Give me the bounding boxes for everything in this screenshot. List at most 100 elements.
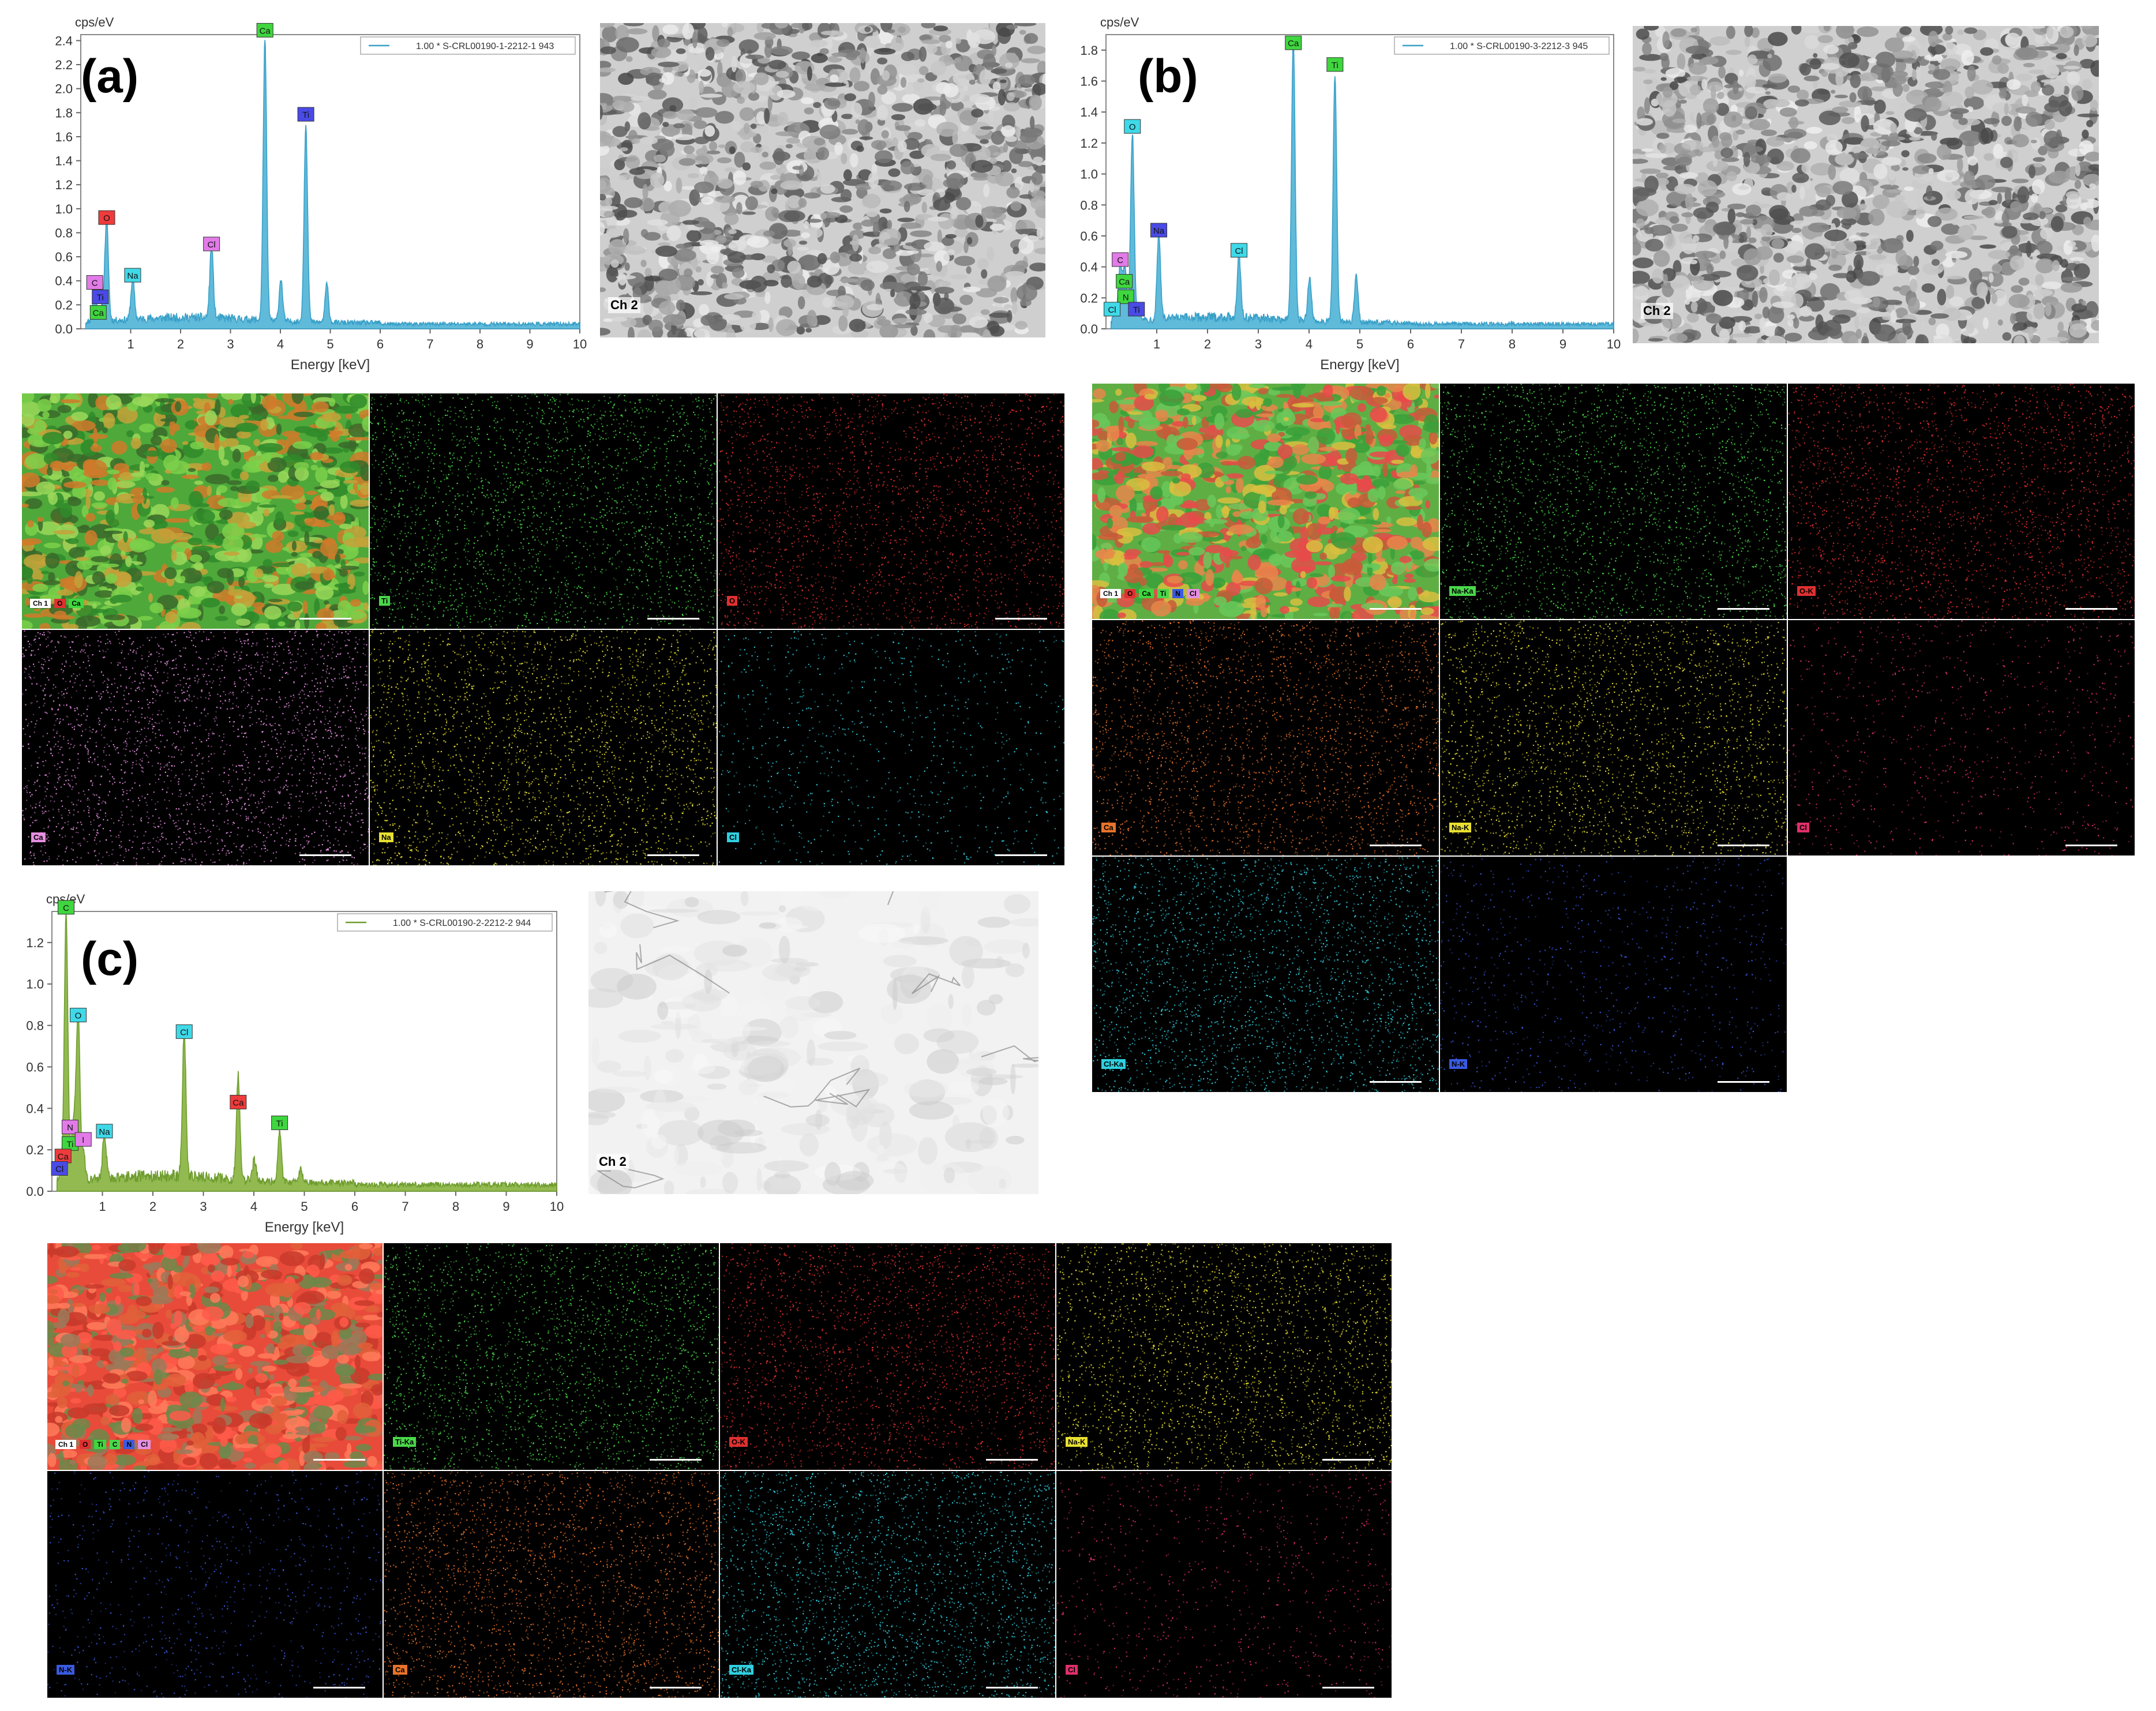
element-label: Cl xyxy=(51,1161,68,1176)
eds-map-b-8: N-K xyxy=(1440,857,1787,1092)
panel-b-spectrum: cps/eV Energy [keV] 0.0 0.2 0.4 0.6 0.8 1.0 1.2 1… xyxy=(1068,6,1622,381)
eds-map-a-4: Ca xyxy=(22,630,369,865)
element-label: Ti xyxy=(1128,302,1145,317)
figure-label: (b) xyxy=(1138,50,1198,103)
composite-legend: Ch 1 O Ca Ti N Cl xyxy=(1100,589,1199,598)
y-axis-label: cps/eV xyxy=(1100,15,1139,29)
y-tick-label: 1.4 xyxy=(1080,105,1098,119)
element-label: C xyxy=(86,275,103,290)
x-tick-label: 9 xyxy=(526,337,533,351)
svg-text:Cl: Cl xyxy=(208,240,216,250)
svg-text:Na: Na xyxy=(99,1127,110,1137)
x-tick-label: 8 xyxy=(1509,337,1516,351)
element-label: Ti xyxy=(297,107,314,122)
svg-text:Ti: Ti xyxy=(97,293,104,303)
element-label: O xyxy=(70,1008,87,1023)
element-label: Ti xyxy=(271,1115,288,1130)
eds-map-a-5: Na xyxy=(370,630,717,865)
legend: 1.00 * S-CRL00190-3-2212-3 945 xyxy=(1394,36,1610,55)
element-label: O xyxy=(1124,119,1141,134)
element-label: Cl xyxy=(203,237,220,252)
svg-text:Cl: Cl xyxy=(1235,246,1243,256)
figure-label: (a) xyxy=(81,50,138,103)
svg-text:C: C xyxy=(63,903,69,913)
svg-text:Ca: Ca xyxy=(58,1152,69,1162)
spectrum-series xyxy=(56,911,557,1192)
scale-bar xyxy=(1718,1081,1769,1083)
composite-badge: Ch 1 xyxy=(30,599,51,608)
figure-label: (c) xyxy=(81,933,138,985)
x-tick-label: 9 xyxy=(1559,337,1566,351)
element-label: Ti xyxy=(92,290,109,305)
x-tick-label: 9 xyxy=(503,1199,509,1214)
svg-text:Ca: Ca xyxy=(1119,277,1130,287)
eds-map-b-6: Cl xyxy=(1788,620,2135,856)
spectrum-b-chart: cps/eV Energy [keV] 0.0 0.2 0.4 0.6 0.8 1.0 1.2 1… xyxy=(1080,15,1621,373)
composite-badge: Ca xyxy=(69,599,84,608)
eds-map-b-7: Cl-Ka xyxy=(1092,857,1439,1092)
y-axis-label: cps/eV xyxy=(75,15,114,29)
scale-bar xyxy=(1370,845,1422,846)
map-element-badge: Cl xyxy=(1797,823,1809,832)
svg-text:Ti: Ti xyxy=(1332,61,1338,70)
x-axis-label: Energy [keV] xyxy=(1320,357,1399,373)
x-axis-label: Energy [keV] xyxy=(291,357,370,373)
svg-text:O: O xyxy=(75,1011,82,1021)
y-tick-label: 0.4 xyxy=(26,1101,44,1116)
x-tick-label: 7 xyxy=(1458,337,1465,351)
eds-map-c-1: Ch 1 O Ti C N Cl xyxy=(47,1243,383,1470)
eds-map-b-4: Ca xyxy=(1092,620,1439,856)
scale-bar xyxy=(1370,608,1422,610)
eds-map-c-8: Cl xyxy=(1056,1471,1392,1698)
scale-bar xyxy=(1322,1459,1374,1461)
scale-bar xyxy=(995,854,1047,856)
element-label: Ti xyxy=(1326,57,1344,72)
spectrum-series xyxy=(1111,37,1614,329)
scale-bar xyxy=(1322,1687,1374,1689)
composite-badge: Cl xyxy=(138,1440,151,1449)
element-label: N xyxy=(62,1120,78,1135)
element-label: Ca xyxy=(1116,274,1133,289)
element-label: Na xyxy=(124,268,141,283)
composite-badge: Ti xyxy=(1157,589,1169,598)
composite-badge: O xyxy=(54,599,66,608)
legend-text: 1.00 * S-CRL00190-1-2212-1 943 xyxy=(416,42,554,51)
composite-badge: N xyxy=(1172,589,1183,598)
sem-a-label: Ch 2 xyxy=(608,297,640,313)
eds-map-a-6: Cl xyxy=(718,630,1064,865)
composite-badge: N xyxy=(123,1440,135,1449)
map-element-badge: Cl-Ka xyxy=(1101,1059,1126,1069)
y-tick-label: 0.0 xyxy=(26,1184,44,1199)
spectrum-a-chart: cps/eV Energy [keV] 0.0 0.2 0.4 0.6 0.8 1.0 1.2 1… xyxy=(55,15,587,373)
eds-map-c-2: Ti-Ka xyxy=(384,1243,719,1470)
sem-b-label: Ch 2 xyxy=(1641,303,1673,319)
y-tick-label: 0.4 xyxy=(1080,260,1098,275)
map-element-badge: Ca xyxy=(31,832,46,842)
composite-badge: Ch 1 xyxy=(55,1440,77,1449)
x-tick-label: 5 xyxy=(327,337,333,351)
x-tick-label: 4 xyxy=(1306,337,1313,351)
x-tick-label: 3 xyxy=(200,1199,207,1214)
map-element-badge: O-K xyxy=(1797,586,1816,596)
plot-frame xyxy=(51,911,557,1192)
y-tick-label: 2.0 xyxy=(55,82,73,96)
x-tick-label: 6 xyxy=(1407,337,1414,351)
element-label: C xyxy=(58,900,74,915)
eds-map-b-2: Na-Ka xyxy=(1440,384,1787,619)
scale-bar xyxy=(313,1459,365,1461)
x-axis-label: Energy [keV] xyxy=(265,1220,344,1235)
scale-bar xyxy=(313,1687,365,1689)
y-tick-label: 1.2 xyxy=(55,178,73,192)
map-element-badge: Ca xyxy=(1101,823,1116,832)
x-tick-label: 3 xyxy=(227,337,234,351)
legend: 1.00 * S-CRL00190-2-2212-2 944 xyxy=(337,913,553,932)
x-tick-label: 1 xyxy=(127,337,134,351)
scale-bar xyxy=(299,618,351,620)
x-tick-label: 1 xyxy=(99,1199,106,1214)
svg-text:N: N xyxy=(67,1123,73,1133)
y-tick-label: 0.6 xyxy=(55,250,73,264)
y-tick-label: 0.0 xyxy=(1080,322,1098,336)
composite-legend: Ch 1 O Ti C N Cl xyxy=(55,1440,151,1449)
x-tick-label: 6 xyxy=(351,1199,358,1214)
